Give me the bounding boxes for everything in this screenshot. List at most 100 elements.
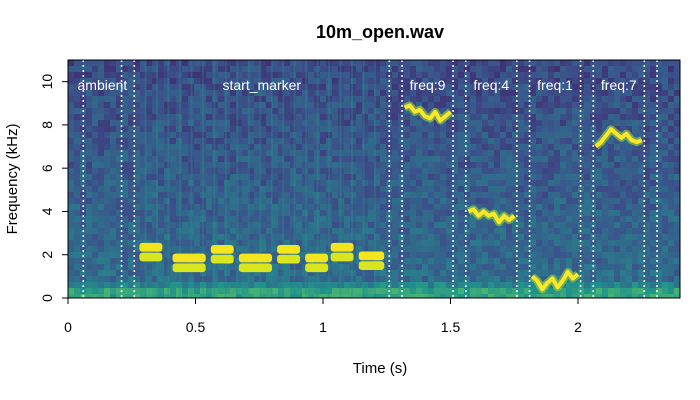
heatmap-cell xyxy=(506,204,512,210)
heatmap-cell xyxy=(272,270,278,276)
heatmap-cell xyxy=(542,66,548,72)
heatmap-cell xyxy=(566,156,572,162)
heatmap-cell xyxy=(362,114,368,120)
heatmap-cell xyxy=(620,150,626,156)
heatmap-cell xyxy=(620,264,626,270)
heatmap-cell xyxy=(548,84,554,90)
heatmap-cell xyxy=(104,102,110,108)
heatmap-cell xyxy=(602,156,608,162)
heatmap-cell xyxy=(122,66,128,72)
heatmap-cell xyxy=(380,174,386,180)
heatmap-cell xyxy=(434,60,440,66)
heatmap-cell xyxy=(542,150,548,156)
heatmap-cell xyxy=(182,282,188,288)
heatmap-cell xyxy=(380,186,386,192)
heatmap-cell xyxy=(404,126,410,132)
segment-label: start_marker xyxy=(223,77,302,93)
heatmap-cell xyxy=(620,288,626,294)
heatmap-cell xyxy=(530,72,536,78)
heatmap-cell xyxy=(284,156,290,162)
heatmap-cell xyxy=(68,90,74,96)
heatmap-cell xyxy=(602,144,608,150)
heatmap-cell xyxy=(452,90,458,96)
heatmap-cell xyxy=(380,180,386,186)
heatmap-cell xyxy=(404,198,410,204)
heatmap-cell xyxy=(620,216,626,222)
heatmap-cell xyxy=(128,138,134,144)
heatmap-cell xyxy=(260,270,266,276)
heatmap-cell xyxy=(632,204,638,210)
heatmap-cell xyxy=(224,162,230,168)
heatmap-cell xyxy=(656,78,662,84)
heatmap-cell xyxy=(458,72,464,78)
heatmap-cell xyxy=(578,270,584,276)
heatmap-cell xyxy=(674,288,680,294)
heatmap-cell xyxy=(614,288,620,294)
heatmap-cell xyxy=(530,252,536,258)
heatmap-cell xyxy=(92,108,98,114)
heatmap-cell xyxy=(572,252,578,258)
heatmap-cell xyxy=(560,252,566,258)
heatmap-cell xyxy=(662,264,668,270)
heatmap-cell xyxy=(674,60,680,66)
heatmap-cell xyxy=(146,60,152,66)
heatmap-cell xyxy=(638,198,644,204)
heatmap-cell xyxy=(560,240,566,246)
heatmap-cell xyxy=(68,120,74,126)
heatmap-cell xyxy=(638,294,644,298)
heatmap-cell xyxy=(470,234,476,240)
heatmap-cell xyxy=(74,66,80,72)
heatmap-cell xyxy=(512,270,518,276)
heatmap-cell xyxy=(662,204,668,210)
heatmap-cell xyxy=(344,168,350,174)
heatmap-cell xyxy=(620,60,626,66)
heatmap-cell xyxy=(350,228,356,234)
heatmap-cell xyxy=(206,162,212,168)
heatmap-cell xyxy=(152,84,158,90)
heatmap-cell xyxy=(68,84,74,90)
heatmap-cell xyxy=(374,246,380,252)
heatmap-cell xyxy=(590,246,596,252)
heatmap-cell xyxy=(470,270,476,276)
heatmap-cell xyxy=(458,222,464,228)
heatmap-cell xyxy=(476,234,482,240)
heatmap-cell xyxy=(446,234,452,240)
heatmap-cell xyxy=(392,252,398,258)
heatmap-cell xyxy=(116,114,122,120)
heatmap-cell xyxy=(332,276,338,282)
heatmap-cell xyxy=(614,240,620,246)
heatmap-cell xyxy=(644,78,650,84)
heatmap-cell xyxy=(446,228,452,234)
heatmap-cell xyxy=(194,186,200,192)
heatmap-cell xyxy=(236,234,242,240)
heatmap-cell xyxy=(626,120,632,126)
heatmap-cell xyxy=(158,222,164,228)
heatmap-cell xyxy=(122,234,128,240)
heatmap-cell xyxy=(164,192,170,198)
heatmap-cell xyxy=(92,240,98,246)
heatmap-cell xyxy=(668,78,674,84)
heatmap-cell xyxy=(308,234,314,240)
heatmap-cell xyxy=(302,246,308,252)
heatmap-cell xyxy=(542,90,548,96)
heatmap-cell xyxy=(182,72,188,78)
heatmap-cell xyxy=(200,288,206,294)
heatmap-cell xyxy=(428,132,434,138)
heatmap-cell xyxy=(218,120,224,126)
heatmap-cell xyxy=(170,252,176,258)
heatmap-cell xyxy=(314,60,320,66)
heatmap-cell xyxy=(584,288,590,294)
heatmap-cell xyxy=(428,144,434,150)
heatmap-cell xyxy=(584,102,590,108)
heatmap-cell xyxy=(482,276,488,282)
heatmap-cell xyxy=(506,138,512,144)
heatmap-cell xyxy=(452,174,458,180)
heatmap-cell xyxy=(74,168,80,174)
broadband-streak xyxy=(362,60,365,298)
heatmap-cell xyxy=(320,78,326,84)
heatmap-cell xyxy=(260,78,266,84)
heatmap-cell xyxy=(266,228,272,234)
heatmap-cell xyxy=(116,192,122,198)
heatmap-cell xyxy=(200,144,206,150)
heatmap-cell xyxy=(92,174,98,180)
